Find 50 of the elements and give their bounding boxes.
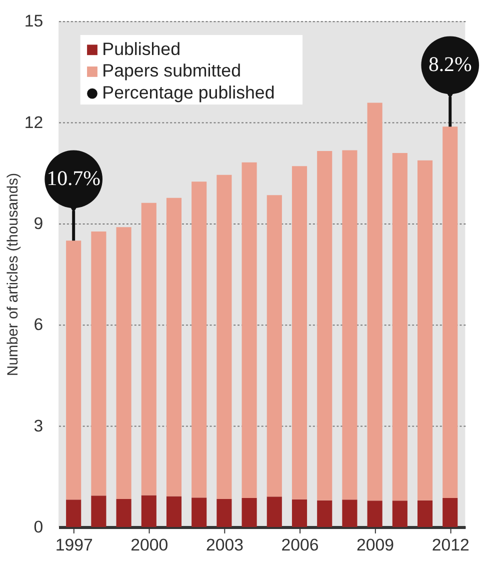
bar: [342, 500, 358, 527]
annotation: 8.2%: [428, 52, 472, 76]
bar: [66, 240, 82, 500]
bar: [66, 500, 82, 527]
bar: [442, 126, 458, 498]
legend-label: Percentage published: [102, 82, 275, 102]
bar: [292, 499, 308, 527]
bar: [141, 495, 156, 527]
legend-label: Published: [102, 38, 181, 59]
bar: [392, 152, 408, 501]
bar: [417, 160, 433, 500]
bar: [417, 500, 433, 527]
annotation: 10.7%: [46, 166, 100, 190]
bar: [392, 500, 408, 527]
bar: [141, 202, 156, 496]
y-tick-label: 6: [34, 315, 44, 334]
bar: [216, 498, 232, 527]
bar: [242, 498, 257, 527]
x-tick-label: 1997: [55, 535, 93, 554]
bar: [367, 500, 382, 527]
x-tick-label: 2009: [356, 535, 394, 554]
x-tick-label: 2003: [206, 535, 244, 554]
y-tick-label: 12: [24, 112, 44, 132]
bar: [442, 498, 458, 527]
x-tick-label: 2006: [281, 535, 319, 554]
x-tick-label: 2012: [432, 535, 470, 554]
y-tick-label: 0: [34, 517, 44, 536]
bar: [116, 498, 132, 527]
bar: [266, 496, 282, 527]
bar: [166, 198, 182, 496]
y-axis-title: Number of articles (thousands): [5, 172, 22, 376]
bar: [192, 182, 207, 498]
bar: [116, 227, 132, 499]
bar: [216, 174, 232, 499]
y-tick-label: 3: [34, 416, 44, 436]
bar: [166, 496, 182, 527]
bar: [91, 496, 106, 527]
legend-label: Papers submitted: [102, 60, 242, 81]
bar: [342, 150, 358, 500]
bar: [317, 150, 332, 500]
bar: [292, 166, 308, 500]
x-tick-label: 2000: [130, 535, 168, 554]
bar: [91, 232, 106, 496]
bar: [266, 195, 282, 497]
bar: [192, 498, 207, 527]
bar: [317, 500, 332, 527]
bar: [242, 162, 257, 498]
bar: [367, 102, 382, 501]
y-tick-label: 15: [24, 12, 44, 31]
y-tick-label: 9: [34, 214, 44, 233]
